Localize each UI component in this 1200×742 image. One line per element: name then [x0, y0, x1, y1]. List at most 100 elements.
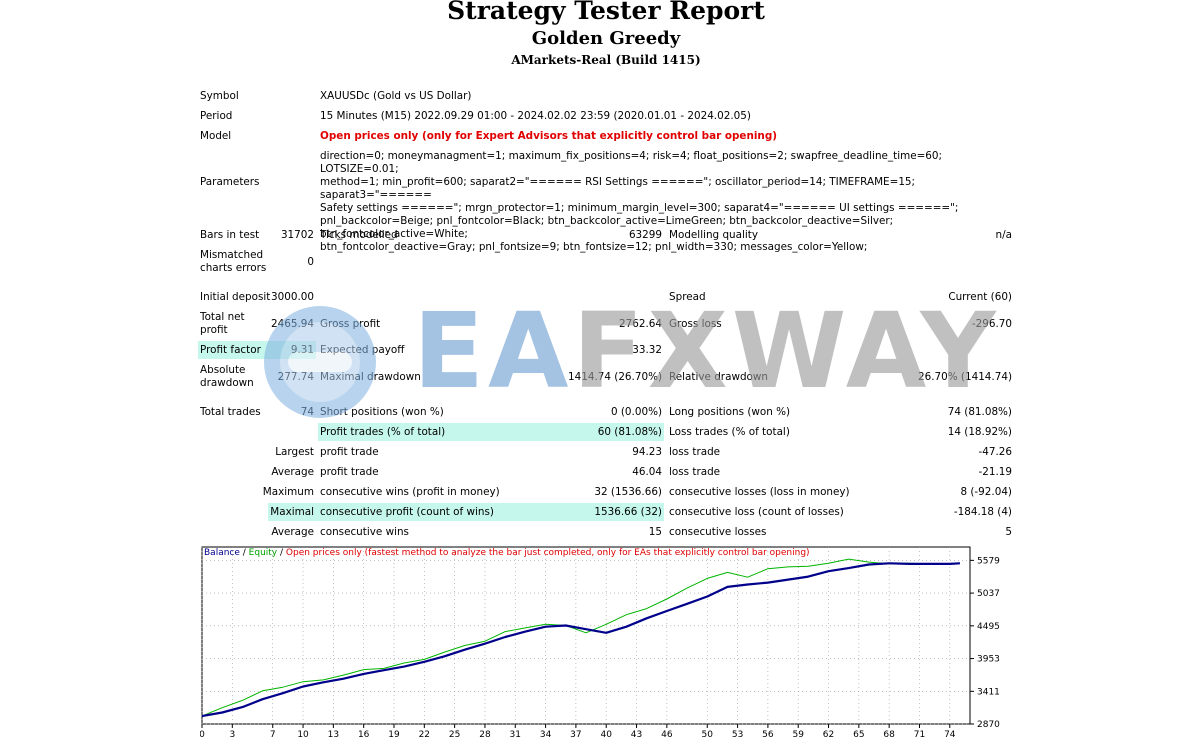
- plot-area: [201, 546, 971, 725]
- short-positions-value: 0 (0.00%): [610, 406, 662, 418]
- symbol-value: XAUUSDc (Gold vs US Dollar): [320, 90, 472, 102]
- max-consecutive-profit-value: 1536.66 (32): [594, 506, 662, 518]
- largest-label: Largest: [275, 446, 314, 458]
- x-tick-label: 37: [570, 730, 581, 740]
- avg-consecutive-losses-value: 5: [1005, 526, 1012, 538]
- gross-loss-value: -296.70: [971, 318, 1012, 330]
- x-tick-label: 3: [229, 730, 235, 740]
- x-tick-label: 16: [358, 730, 370, 740]
- balance-line: [201, 562, 960, 718]
- gross-profit-label: Gross profit: [320, 318, 381, 330]
- long-positions-value: 74 (81.08%): [947, 406, 1012, 418]
- maximal-dd-label: Maximal drawdown: [320, 371, 421, 383]
- average-loss-value: -21.19: [978, 466, 1013, 478]
- deposit-label: Initial deposit: [200, 291, 271, 303]
- parameters-value: direction=0; moneymanagment=1; maximum_f…: [320, 150, 959, 253]
- avg-consecutive-wins-value: 15: [648, 526, 662, 538]
- largest-loss-label: loss trade: [669, 446, 721, 458]
- spread-value: Current (60): [948, 291, 1012, 303]
- profit-factor-value: 9.31: [290, 344, 314, 356]
- quality-value: n/a: [995, 229, 1012, 241]
- largest-profit-label: profit trade: [320, 446, 379, 458]
- watermark-text-ea: EA: [413, 290, 573, 412]
- average-loss-label: loss trade: [669, 466, 721, 478]
- x-tick-label: 19: [388, 730, 400, 740]
- symbol-label: Symbol: [200, 90, 239, 102]
- profit-trades-value: 60 (81.08%): [597, 426, 662, 438]
- net-label-2: profit: [200, 324, 228, 336]
- caption-separator-2: /: [277, 548, 286, 558]
- avg-consecutive-losses-label: consecutive losses: [669, 526, 767, 538]
- max-consecutive-losses-value: 8 (-92.04): [960, 486, 1012, 498]
- x-tick-label: 71: [914, 730, 925, 740]
- absolute-dd-value: 277.74: [277, 371, 314, 383]
- x-tick-label: 22: [419, 730, 430, 740]
- avg-consecutive-wins-label: consecutive wins: [320, 526, 409, 538]
- mismatch-label-2: charts errors: [200, 262, 267, 274]
- loss-trades-label: Loss trades (% of total): [669, 426, 790, 438]
- absolute-dd-label-1: Absolute: [200, 364, 246, 376]
- y-tick-label: 3953: [977, 655, 1000, 665]
- x-tick-label: 53: [732, 730, 743, 740]
- x-tick-label: 56: [762, 730, 774, 740]
- average-profit-value: 46.04: [632, 466, 662, 478]
- quality-label: Modelling quality: [669, 229, 759, 241]
- expected-payoff-value: 33.32: [632, 344, 662, 356]
- x-tick-label: 62: [823, 730, 834, 740]
- x-tick-label: 59: [792, 730, 804, 740]
- relative-dd-label: Relative drawdown: [669, 371, 768, 383]
- x-tick-label: 7: [270, 730, 276, 740]
- bars-value: 31702: [280, 229, 314, 241]
- ticks-label: Ticks modelled: [320, 229, 398, 241]
- mismatch-value: 0: [307, 256, 314, 268]
- total-trades-value: 74: [300, 406, 314, 418]
- server-name: AMarkets-Real (Build 1415): [511, 53, 701, 67]
- maximal-dd-value: 1414.74 (26.70%): [568, 371, 662, 383]
- x-tick-label: 34: [540, 730, 552, 740]
- x-tick-label: 10: [297, 730, 309, 740]
- max-consecutive-profit-label: consecutive profit (count of wins): [320, 506, 494, 518]
- x-tick-label: 68: [883, 730, 895, 740]
- ea-name: Golden Greedy: [531, 28, 681, 49]
- profit-trades-highlight: [318, 423, 664, 441]
- model-label: Model: [200, 130, 232, 142]
- max-consecutive-loss-label: consecutive loss (count of losses): [669, 506, 844, 518]
- parameters-label: Parameters: [200, 176, 260, 188]
- model-value: Open prices only (only for Expert Adviso…: [320, 130, 778, 142]
- x-tick-label: 0: [200, 730, 205, 740]
- caption-separator-1: /: [239, 548, 249, 558]
- largest-profit-value: 94.23: [632, 446, 662, 458]
- max-consecutive-loss-value: -184.18 (4): [953, 506, 1012, 518]
- period-label: Period: [200, 110, 233, 122]
- x-tick-label: 43: [631, 730, 642, 740]
- equity-line: [201, 558, 960, 717]
- x-tick-label: 28: [479, 730, 491, 740]
- average-label: Average: [271, 466, 314, 478]
- x-tick-label: 74: [944, 730, 956, 740]
- max-consecutive-losses-label: consecutive losses (loss in money): [669, 486, 850, 498]
- expected-payoff-label: Expected payoff: [320, 344, 405, 356]
- y-tick-label: 2870: [977, 720, 1000, 730]
- deposit-value: 3000.00: [271, 291, 314, 303]
- net-label-1: Total net: [200, 311, 245, 323]
- x-tick-label: 31: [510, 730, 521, 740]
- total-trades-label: Total trades: [200, 406, 261, 418]
- caption-description: Open prices only (fastest method to anal…: [285, 548, 810, 558]
- x-tick-label: 50: [702, 730, 714, 740]
- max-consecutive-wins-label: consecutive wins (profit in money): [320, 486, 500, 498]
- x-tick-label: 40: [600, 730, 612, 740]
- loss-trades-value: 14 (18.92%): [947, 426, 1012, 438]
- absolute-dd-label-2: drawdown: [200, 377, 254, 389]
- profit-factor-label: Profit factor: [200, 344, 261, 356]
- profit-trades-label: Profit trades (% of total): [320, 426, 446, 438]
- maximum-label: Maximum: [262, 486, 314, 498]
- y-tick-label: 4495: [977, 622, 1000, 632]
- gross-profit-value: 2762.64: [619, 318, 662, 330]
- x-tick-label: 25: [449, 730, 460, 740]
- average-profit-label: profit trade: [320, 466, 379, 478]
- x-tick-label: 46: [661, 730, 673, 740]
- largest-loss-value: -47.26: [978, 446, 1013, 458]
- y-tick-label: 5579: [977, 556, 1000, 566]
- mismatch-label-1: Mismatched: [200, 249, 264, 261]
